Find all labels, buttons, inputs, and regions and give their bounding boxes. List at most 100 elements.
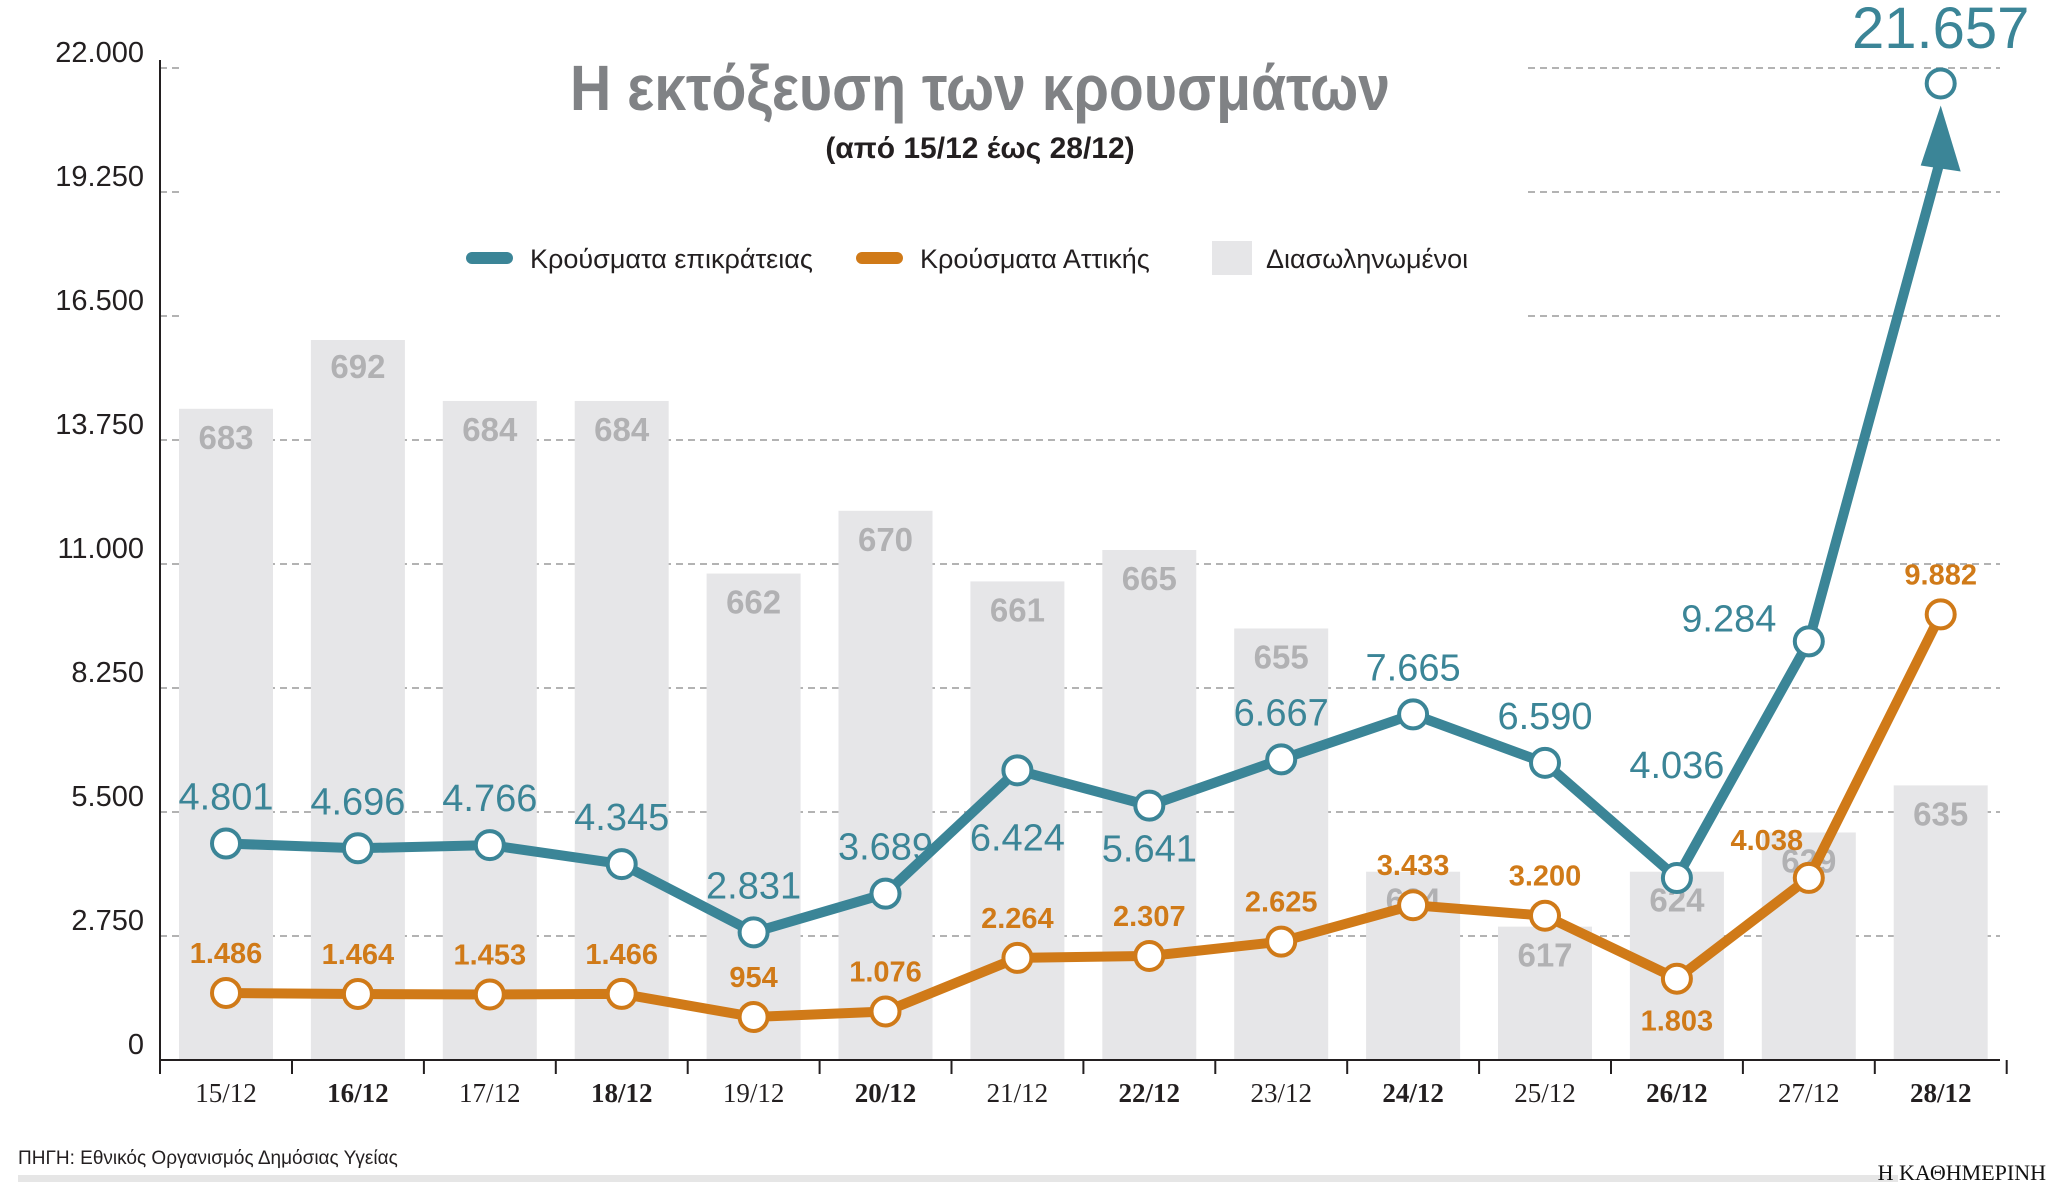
data-label: 4.036 <box>1629 745 1724 787</box>
data-label: 4.038 <box>1731 825 1804 857</box>
data-point <box>1001 754 1034 787</box>
data-point <box>605 848 638 881</box>
data-label: 1.803 <box>1641 1006 1714 1038</box>
data-label: 6.424 <box>970 817 1065 859</box>
bar <box>1893 785 1988 1060</box>
x-tick-label: 16/12 <box>327 1078 389 1108</box>
data-label: 1.076 <box>849 956 922 988</box>
bar <box>970 581 1065 1060</box>
footer-rule <box>18 1175 1898 1182</box>
bar-label: 684 <box>594 411 650 448</box>
lines: 4.801 4.696 4.766 4.345 2.831 3.689 6.424 5.641… <box>178 0 2029 1038</box>
source-note: ΠΗΓΗ: Εθνικός Οργανισμός Δημόσιας Υγείας <box>18 1148 398 1169</box>
data-point <box>1397 889 1430 922</box>
x-tick-label: 15/12 <box>195 1078 257 1108</box>
title-backdrop <box>180 40 1525 340</box>
data-point <box>1265 743 1298 776</box>
bar <box>179 408 273 1060</box>
data-point <box>605 977 638 1010</box>
bars: 6836926846846626706616656556246176246296… <box>179 338 1988 1061</box>
data-point <box>210 827 242 860</box>
data-point <box>1133 789 1166 822</box>
data-point <box>1001 941 1034 974</box>
bar-label: 635 <box>1913 795 1968 832</box>
series-line <box>225 157 1946 938</box>
data-point <box>869 995 902 1028</box>
data-label: 3.433 <box>1377 850 1450 882</box>
y-tick-label: 22.000 <box>55 37 144 69</box>
x-tick-label: 17/12 <box>459 1078 521 1108</box>
bar-label: 665 <box>1122 560 1177 597</box>
data-point <box>1397 698 1430 731</box>
data-label: 7.665 <box>1366 647 1461 689</box>
data-point <box>1529 746 1561 779</box>
y-tick-label: 8.250 <box>71 657 144 689</box>
x-tick-label: 21/12 <box>987 1078 1049 1108</box>
data-point <box>1529 899 1561 932</box>
data-label: 9.882 <box>1904 559 1977 591</box>
chart-subtitle: (από 15/12 έως 28/12) <box>825 132 1134 165</box>
legend-label: Κρούσματα Αττικής <box>920 244 1150 274</box>
x-tick-label: 22/12 <box>1119 1078 1181 1108</box>
y-tick-label: 5.500 <box>71 781 144 813</box>
data-label: 9.284 <box>1681 598 1776 640</box>
bar-label: 655 <box>1254 638 1309 675</box>
y-tick-label: 0 <box>128 1029 144 1061</box>
data-label: 1.464 <box>322 939 395 971</box>
x-tick-label: 26/12 <box>1646 1078 1708 1108</box>
x-tick-label: 19/12 <box>723 1078 785 1108</box>
data-point <box>1924 598 1957 631</box>
data-label: 1.466 <box>585 939 658 971</box>
data-label: 4.696 <box>310 781 405 823</box>
data-label: 1.453 <box>454 939 527 971</box>
data-point <box>473 978 506 1011</box>
data-label: 3.689 <box>838 827 933 869</box>
data-point <box>1660 862 1693 895</box>
series-line <box>225 612 1946 1022</box>
bar <box>1234 628 1329 1060</box>
data-point <box>1660 962 1693 995</box>
bar-label: 670 <box>858 521 913 558</box>
data-point <box>1792 861 1825 894</box>
data-label: 954 <box>729 962 777 994</box>
data-label: 5.641 <box>1102 829 1197 871</box>
y-tick-label: 16.500 <box>55 285 144 317</box>
data-label: 1.486 <box>190 938 263 970</box>
data-label: 6.590 <box>1497 696 1592 738</box>
data-point <box>473 829 506 862</box>
y-tick-label: 2.750 <box>71 905 144 937</box>
data-point <box>1265 925 1298 958</box>
bar-label: 692 <box>330 348 385 385</box>
bar <box>838 510 933 1060</box>
bar-label: 617 <box>1517 937 1572 974</box>
bar-label: 683 <box>198 419 253 456</box>
bar <box>442 400 537 1060</box>
data-point <box>341 832 374 865</box>
x-tick-label: 20/12 <box>855 1078 917 1108</box>
data-label: 2.625 <box>1245 887 1318 919</box>
x-tick-label: 27/12 <box>1778 1078 1840 1108</box>
x-tick-label: 18/12 <box>591 1078 653 1108</box>
y-tick-label: 11.000 <box>57 533 144 565</box>
data-label: 4.766 <box>442 778 537 820</box>
data-label: 3.200 <box>1509 861 1582 893</box>
brand-logo: Η ΚΑΘΗΜΕΡΙΝΗ <box>1878 1160 2046 1185</box>
data-label: 2.264 <box>981 903 1054 935</box>
data-point <box>1792 625 1825 658</box>
bar <box>1498 926 1592 1060</box>
data-point <box>737 1000 770 1033</box>
data-label: 6.667 <box>1234 692 1329 734</box>
data-point <box>1133 939 1166 972</box>
data-label: 2.307 <box>1113 901 1186 933</box>
legend-label: Κρούσματα επικράτειας <box>530 244 813 274</box>
y-axis: 0 2.750 5.500 8.250 11.000 13.750 16.500 19.250… <box>55 37 161 1061</box>
data-label: 21.657 <box>1852 0 2029 61</box>
x-tick-label: 25/12 <box>1514 1078 1576 1108</box>
data-point <box>869 877 902 910</box>
bar-label: 662 <box>726 584 781 621</box>
x-tick-label: 28/12 <box>1910 1078 1972 1108</box>
x-tick-label: 24/12 <box>1382 1078 1444 1108</box>
chart-title: Η εκτόξευση των κρουσμάτων <box>570 52 1390 124</box>
bar <box>310 338 405 1061</box>
